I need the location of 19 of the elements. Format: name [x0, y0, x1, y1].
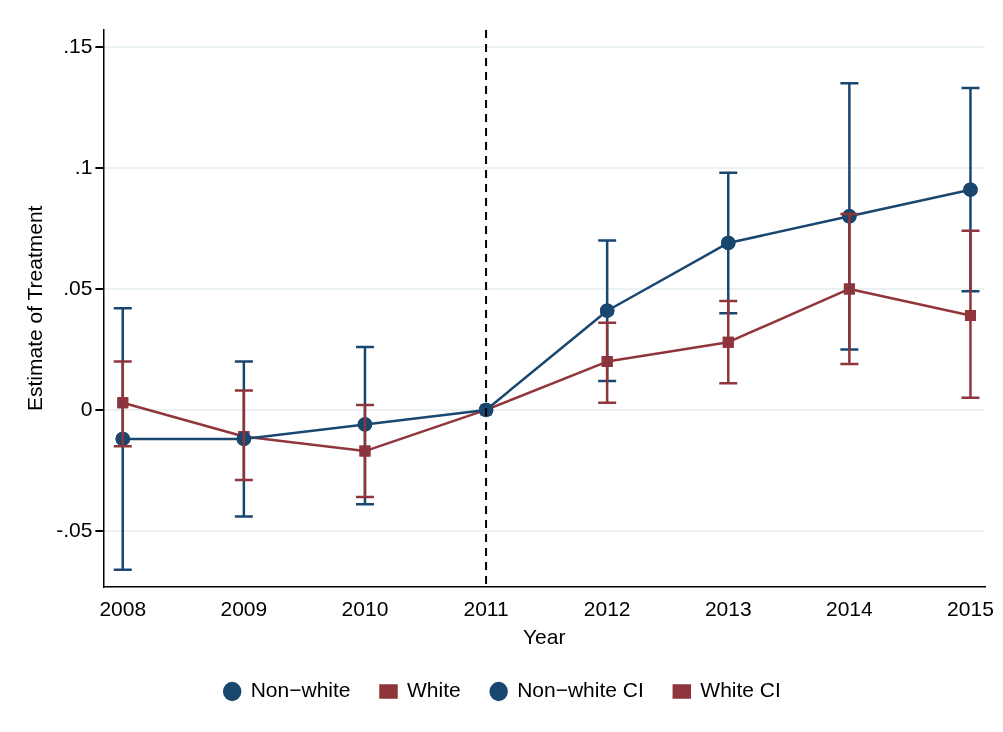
y-tick-label: .05	[63, 275, 93, 299]
legend-label: Non−white	[250, 678, 351, 702]
x-tick-label: 2015	[947, 597, 994, 620]
x-tick-label: 2014	[826, 597, 874, 620]
x-tick-label: 2013	[704, 597, 752, 620]
y-tick-label: .1	[74, 154, 93, 178]
legend-label: White CI	[700, 678, 781, 702]
y-tick-label: 0	[80, 396, 93, 420]
y-axis-title: Estimate of Treatment	[23, 205, 47, 412]
x-tick-label: 2011	[463, 597, 509, 620]
legend-label: White	[406, 678, 461, 702]
legend-label: Non−white CI	[517, 678, 644, 702]
x-tick-label: 2012	[583, 597, 631, 620]
y-tick-label: -.05	[56, 517, 93, 541]
x-axis-title: Year	[522, 625, 566, 649]
y-tick-label: .15	[63, 33, 93, 57]
x-tick-label: 2009	[220, 597, 268, 620]
x-tick-label: 2008	[99, 597, 147, 620]
x-tick-label: 2010	[341, 597, 389, 620]
